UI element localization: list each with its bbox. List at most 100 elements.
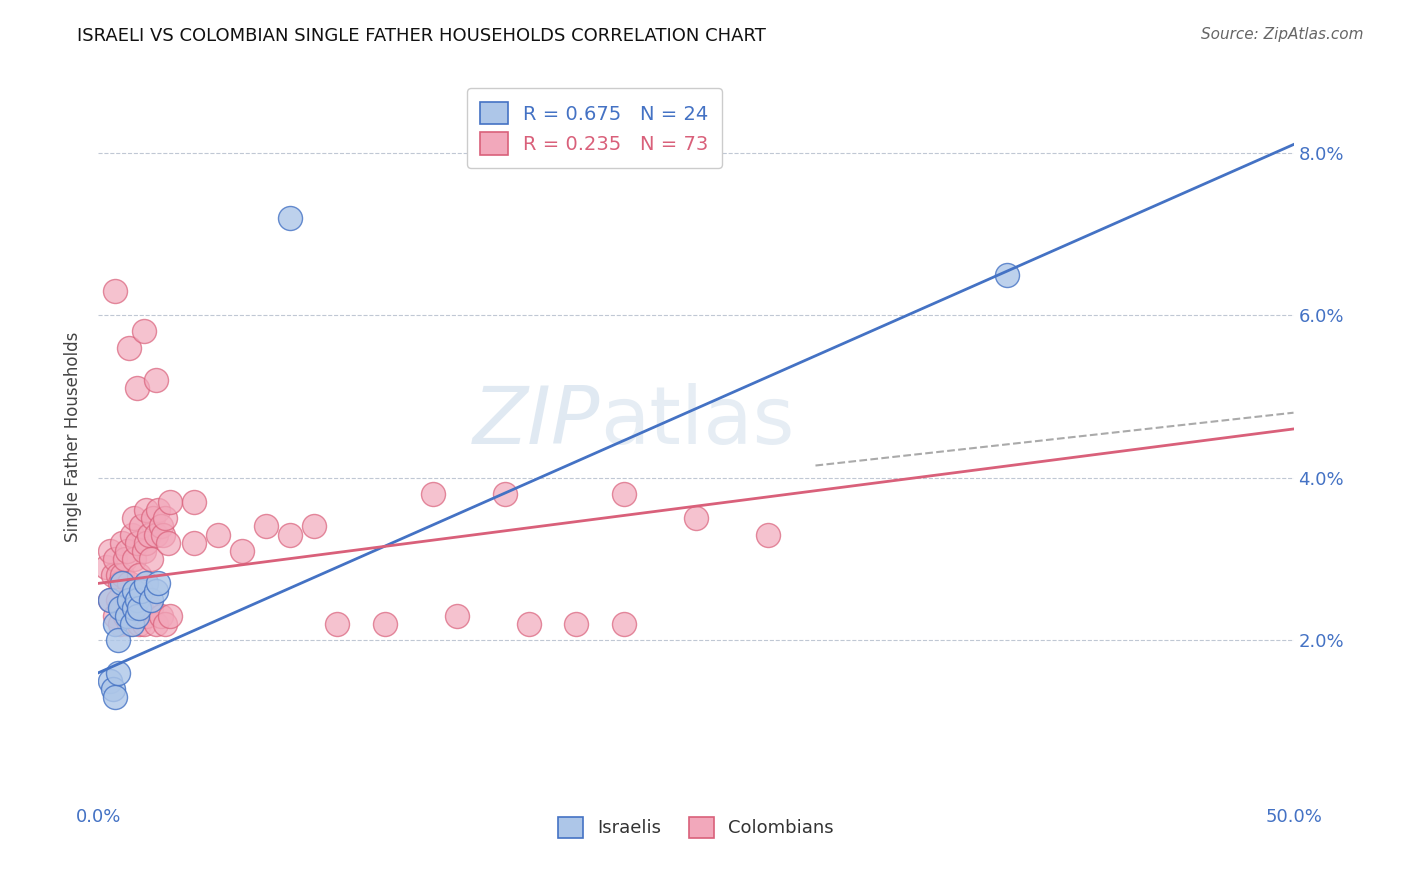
Point bbox=[132, 325, 155, 339]
Text: Source: ZipAtlas.com: Source: ZipAtlas.com bbox=[1201, 27, 1364, 42]
Point bbox=[125, 592, 148, 607]
Point bbox=[685, 511, 707, 525]
Legend: Israelis, Colombians: Israelis, Colombians bbox=[551, 810, 841, 845]
Text: ISRAELI VS COLOMBIAN SINGLE FATHER HOUSEHOLDS CORRELATION CHART: ISRAELI VS COLOMBIAN SINGLE FATHER HOUSE… bbox=[77, 27, 766, 45]
Point bbox=[125, 535, 148, 549]
Point bbox=[135, 608, 157, 623]
Point bbox=[131, 600, 153, 615]
Point bbox=[142, 511, 165, 525]
Point bbox=[613, 487, 636, 501]
Point bbox=[132, 544, 155, 558]
Point bbox=[118, 617, 141, 632]
Point bbox=[114, 608, 136, 623]
Point bbox=[139, 592, 162, 607]
Point bbox=[183, 495, 205, 509]
Point bbox=[115, 592, 138, 607]
Point bbox=[995, 268, 1018, 282]
Point bbox=[145, 617, 167, 632]
Point bbox=[613, 617, 636, 632]
Point bbox=[118, 576, 141, 591]
Point bbox=[124, 511, 146, 525]
Point bbox=[135, 576, 157, 591]
Point bbox=[128, 600, 150, 615]
Point bbox=[111, 568, 134, 582]
Point bbox=[517, 617, 540, 632]
Point bbox=[104, 552, 127, 566]
Point bbox=[565, 617, 588, 632]
Point bbox=[183, 535, 205, 549]
Point bbox=[118, 341, 141, 355]
Point bbox=[422, 487, 444, 501]
Point bbox=[121, 617, 143, 632]
Point bbox=[756, 527, 779, 541]
Point bbox=[155, 617, 177, 632]
Point bbox=[98, 592, 122, 607]
Point bbox=[98, 673, 122, 688]
Point bbox=[108, 576, 131, 591]
Point bbox=[115, 544, 138, 558]
Point bbox=[124, 608, 146, 623]
Point bbox=[156, 535, 179, 549]
Point bbox=[131, 584, 153, 599]
Point bbox=[125, 381, 148, 395]
Point bbox=[107, 633, 129, 648]
Point bbox=[104, 608, 127, 623]
Point bbox=[278, 527, 301, 541]
Text: atlas: atlas bbox=[600, 384, 794, 461]
Point bbox=[98, 544, 122, 558]
Point bbox=[145, 584, 167, 599]
Point bbox=[145, 373, 167, 387]
Point bbox=[107, 665, 129, 680]
Point bbox=[139, 600, 162, 615]
Point bbox=[326, 617, 349, 632]
Point bbox=[108, 600, 131, 615]
Point bbox=[138, 527, 160, 541]
Point bbox=[101, 568, 124, 582]
Point bbox=[159, 495, 181, 509]
Point bbox=[374, 617, 396, 632]
Point bbox=[135, 535, 157, 549]
Point bbox=[107, 592, 129, 607]
Point bbox=[121, 600, 143, 615]
Point bbox=[115, 608, 138, 623]
Point bbox=[159, 608, 181, 623]
Point bbox=[111, 576, 134, 591]
Point bbox=[148, 503, 170, 517]
Point bbox=[302, 519, 325, 533]
Point bbox=[125, 592, 148, 607]
Point bbox=[124, 552, 146, 566]
Point bbox=[132, 617, 155, 632]
Point bbox=[107, 568, 129, 582]
Point bbox=[114, 552, 136, 566]
Point bbox=[494, 487, 516, 501]
Point bbox=[128, 568, 150, 582]
Point bbox=[128, 617, 150, 632]
Point bbox=[124, 600, 146, 615]
Point bbox=[131, 519, 153, 533]
Point bbox=[145, 527, 167, 541]
Point bbox=[111, 535, 134, 549]
Point bbox=[139, 552, 162, 566]
Point bbox=[254, 519, 277, 533]
Point bbox=[111, 600, 134, 615]
Point bbox=[148, 576, 170, 591]
Point bbox=[124, 584, 146, 599]
Point bbox=[125, 608, 148, 623]
Point bbox=[104, 284, 127, 298]
Point bbox=[101, 681, 124, 696]
Text: ZIP: ZIP bbox=[472, 384, 600, 461]
Point bbox=[149, 519, 172, 533]
Point bbox=[135, 503, 157, 517]
Point bbox=[278, 211, 301, 225]
Point bbox=[121, 527, 143, 541]
Point bbox=[108, 617, 131, 632]
Point bbox=[94, 560, 117, 574]
Point bbox=[149, 608, 172, 623]
Point bbox=[152, 527, 174, 541]
Point bbox=[155, 511, 177, 525]
Point bbox=[104, 690, 127, 705]
Point bbox=[118, 592, 141, 607]
Point bbox=[446, 608, 468, 623]
Y-axis label: Single Father Households: Single Father Households bbox=[65, 332, 83, 542]
Point bbox=[104, 617, 127, 632]
